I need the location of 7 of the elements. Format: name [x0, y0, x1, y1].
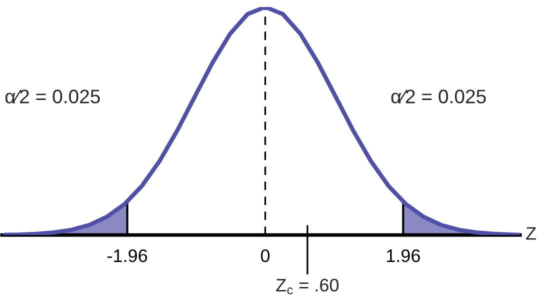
ref-line-label: Z$_{c}$ = .60 [276, 278, 339, 294]
x-tick-label: 1.96 [386, 249, 420, 262]
x-axis-title: Z [526, 227, 536, 240]
x-tick-label: 0 [260, 249, 270, 262]
x-tick-label: -1.96 [108, 249, 148, 262]
annotation: α⁄2 = 0.025 [391, 90, 486, 104]
annotation: α⁄2 = 0.025 [5, 90, 100, 104]
